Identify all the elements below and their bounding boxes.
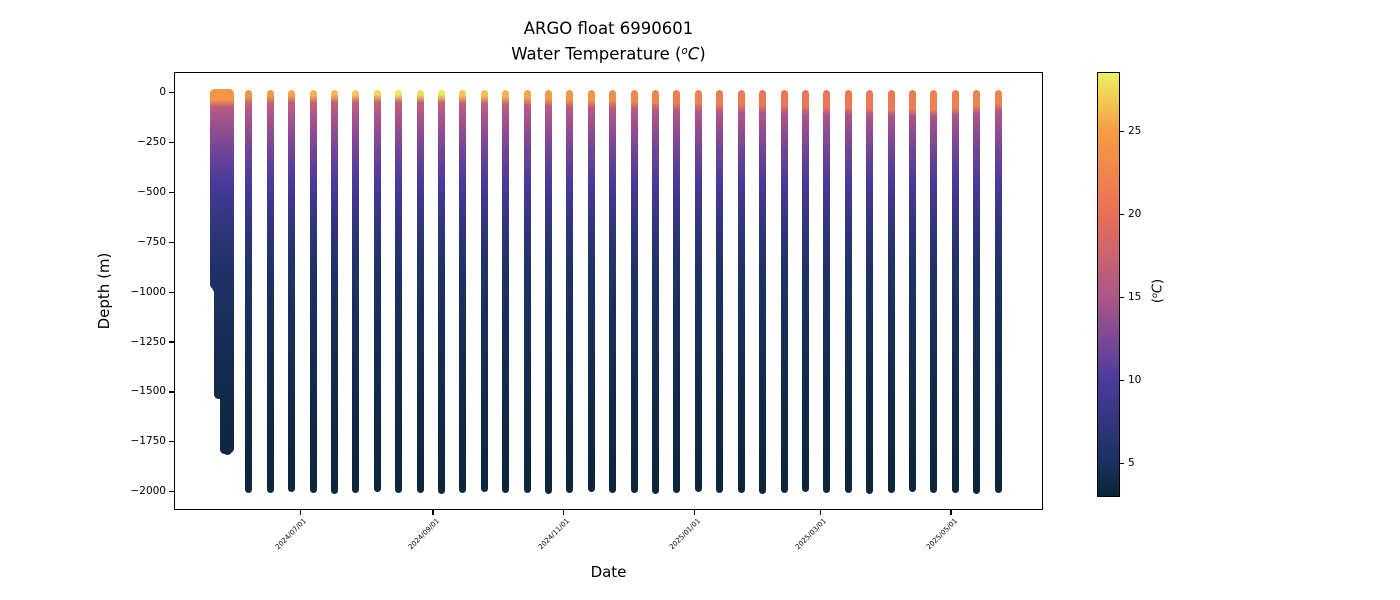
chart-title-line2: Water Temperature (oC) <box>174 43 1043 63</box>
x-axis-tick-label: 2025/05/01 <box>924 517 959 552</box>
plot-area <box>174 72 1043 510</box>
y-axis-tick-label: −1000 <box>130 285 166 298</box>
colorbar-label-superscript: o <box>1150 293 1159 299</box>
colorbar-tick-label: 5 <box>1128 457 1135 470</box>
profile-column <box>951 90 959 494</box>
profile-column <box>331 90 339 495</box>
profile-column <box>502 90 510 494</box>
x-axis-tick <box>562 510 565 515</box>
profile-column <box>245 90 253 494</box>
x-axis-label: Date <box>590 563 627 581</box>
y-axis-tick-label: −750 <box>137 235 166 248</box>
profile-column <box>630 90 638 494</box>
colorbar-label-suffix: ) <box>1150 278 1166 284</box>
profile-column <box>309 90 317 494</box>
y-axis-tick-label: −1250 <box>130 335 166 348</box>
profile-column <box>673 90 681 494</box>
colorbar-tick <box>1120 463 1124 465</box>
y-axis-tick <box>169 291 174 293</box>
title2-suffix: ) <box>699 44 706 64</box>
y-axis-tick-label: −1750 <box>130 435 166 448</box>
profile-column <box>609 90 617 494</box>
profile-column <box>823 90 831 494</box>
colorbar-tick <box>1120 214 1124 216</box>
profile-column <box>652 90 660 495</box>
colorbar-tick-label: 20 <box>1128 208 1142 221</box>
profile-column <box>225 89 235 454</box>
x-axis-tick-label: 2024/09/01 <box>406 517 441 552</box>
x-axis-tick <box>432 510 434 515</box>
y-axis-tick <box>169 191 174 194</box>
x-axis-tick-label: 2024/07/01 <box>273 517 308 552</box>
chart-title-line1: ARGO float 6990601 <box>523 19 694 38</box>
x-axis-tick <box>693 510 695 515</box>
colorbar-label: (oC) <box>1150 261 1166 321</box>
profile-column <box>737 90 745 494</box>
profile-column <box>416 90 424 494</box>
colorbar-gradient <box>1098 73 1119 496</box>
profile-column <box>908 90 916 493</box>
colorbar-tick-label: 15 <box>1128 291 1142 304</box>
profile-column <box>395 90 403 494</box>
colorbar <box>1097 72 1120 497</box>
colorbar-label-prefix: ( <box>1150 298 1166 304</box>
profile-column <box>716 90 724 494</box>
y-axis-tick <box>169 142 174 144</box>
y-axis-tick <box>169 491 174 493</box>
y-axis-tick-label: −1500 <box>130 385 166 398</box>
profile-column <box>973 90 981 495</box>
x-axis-tick <box>950 510 952 515</box>
profile-column <box>545 90 553 495</box>
profile-column <box>266 90 274 494</box>
title2-superscript: o <box>681 46 688 57</box>
profile-column <box>759 90 767 495</box>
profile-column <box>523 90 531 494</box>
colorbar-tick-label: 25 <box>1128 125 1142 138</box>
y-axis-tick-label: −250 <box>137 136 166 149</box>
x-axis-tick-label: 2025/03/01 <box>793 517 829 552</box>
profile-column <box>438 90 446 495</box>
profile-column <box>480 90 488 493</box>
profile-column <box>780 90 788 494</box>
y-axis-tick <box>169 341 174 343</box>
y-axis-tick <box>169 92 174 94</box>
colorbar-tick-label: 10 <box>1128 374 1142 387</box>
profile-column <box>844 90 852 494</box>
profile-column <box>866 90 874 495</box>
title2-unit: C <box>687 44 700 64</box>
profile-column <box>994 90 1002 494</box>
profile-column <box>930 90 938 494</box>
profile-column <box>288 90 296 493</box>
y-axis-tick-label: −2000 <box>130 485 166 498</box>
x-axis-tick <box>819 510 821 515</box>
profile-column <box>587 90 595 493</box>
title2-prefix: Water Temperature ( <box>511 44 682 64</box>
x-axis-tick-label: 2025/01/01 <box>667 517 702 552</box>
colorbar-label-unit: C <box>1150 284 1166 294</box>
profile-column <box>694 90 702 493</box>
colorbar-tick <box>1120 380 1124 382</box>
profile-column <box>373 90 381 493</box>
y-axis-tick <box>169 391 174 393</box>
profile-column <box>566 90 574 494</box>
profile-column <box>801 90 809 493</box>
x-axis-tick-label: 2024/11/01 <box>537 517 572 552</box>
profile-column <box>887 90 895 494</box>
y-axis-tick-label: −500 <box>137 185 166 198</box>
y-axis-tick <box>169 241 174 243</box>
y-axis-tick <box>169 441 174 443</box>
profile-column <box>352 90 360 494</box>
y-axis-tick-label: 0 <box>159 86 166 99</box>
x-axis-tick <box>299 510 301 515</box>
profile-column <box>459 90 467 494</box>
colorbar-tick <box>1120 131 1124 133</box>
colorbar-tick <box>1120 297 1124 299</box>
